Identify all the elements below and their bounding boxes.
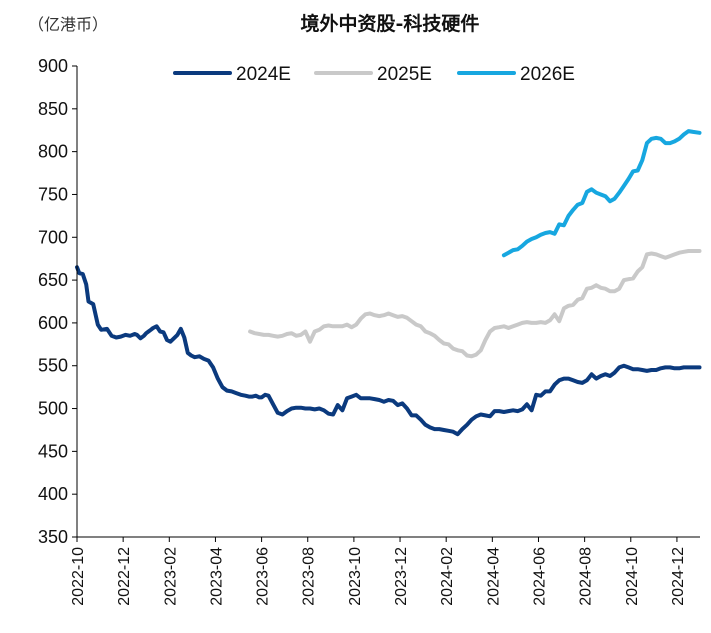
x-tick-label: 2023-06 [255,547,272,606]
y-tick-label: 650 [38,270,68,290]
y-tick-label: 350 [38,527,68,547]
x-tick-label: 2023-12 [393,547,410,606]
legend: 2024E 2025E 2026E [173,64,575,85]
y-tick-label: 850 [38,99,68,119]
legend-label-2026E: 2026E [520,64,575,85]
x-tick-label: 2024-02 [439,547,456,606]
y-tick-label: 550 [38,356,68,376]
legend-label-2024E: 2024E [236,64,291,85]
x-tick-label: 2023-08 [301,547,318,606]
series-group [75,129,702,437]
x-axis: 2022-10 2022-12 2023-02 2023-04 2023-06 2023-… [70,537,687,606]
series-line-2025E [248,249,702,359]
x-tick-label: 2024-08 [578,547,595,606]
series-line-2024E [75,265,702,437]
x-tick-label: 2022-12 [116,547,133,606]
y-tick-label: 800 [38,142,68,162]
x-tick-label: 2023-10 [347,547,364,606]
x-tick-label: 2024-12 [670,547,687,606]
legend-label-2025E: 2025E [377,64,432,85]
y-tick-label: 450 [38,441,68,461]
y-tick-label: 900 [38,56,68,76]
x-tick-label: 2024-10 [624,547,641,606]
y-tick-label: 400 [38,484,68,504]
x-tick-label: 2023-02 [162,547,179,606]
unit-label: （亿港币） [28,15,108,34]
y-axis: 350 400 450 500 550 600 650 700 750 800 850 900 [38,56,77,547]
y-tick-label: 750 [38,184,68,204]
x-tick-label: 2023-04 [208,547,225,606]
y-tick-label: 500 [38,399,68,419]
y-tick-label: 700 [38,227,68,247]
x-tick-label: 2024-06 [531,547,548,606]
x-tick-label: 2022-10 [70,547,87,606]
chart-title: 境外中资股-科技硬件 [301,12,480,35]
y-tick-label: 600 [38,313,68,333]
x-tick-label: 2024-04 [485,547,502,606]
series-line-2026E [501,129,702,258]
